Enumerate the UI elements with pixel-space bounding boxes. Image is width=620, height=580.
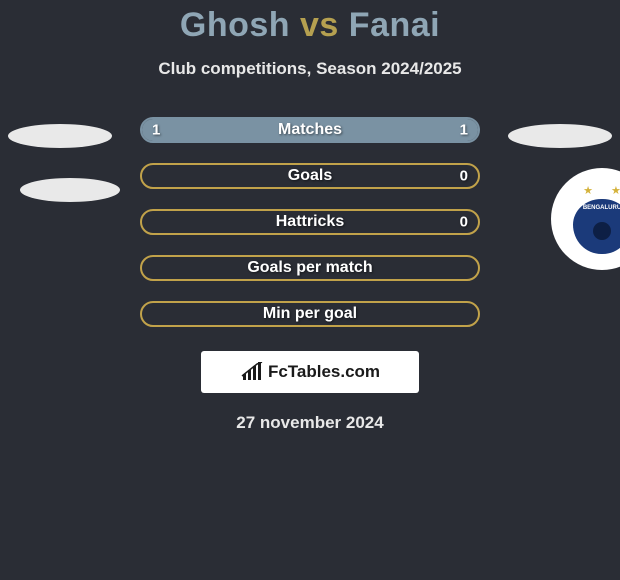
stat-right-value: 0: [460, 168, 468, 185]
stat-left-value: 1: [152, 122, 160, 139]
root: Ghosh vs Fanai Club competitions, Season…: [0, 0, 620, 433]
star-icon: ★: [611, 184, 620, 197]
player1-badge-top: [8, 124, 112, 148]
page-title: Ghosh vs Fanai: [0, 6, 620, 45]
player2-name: Fanai: [349, 6, 440, 44]
stat-bar-hattricks: Hattricks 0: [140, 209, 480, 235]
badge-stars: ★ ★: [583, 184, 620, 197]
subtitle: Club competitions, Season 2024/2025: [0, 59, 620, 79]
ball-icon: [593, 222, 611, 240]
stat-bars: 1 Matches 1 Goals 0 Hattricks 0 Goals per match…: [0, 117, 620, 327]
badge-inner: ★ ★ BENGALURU: [567, 184, 620, 254]
stat-bar-matches: 1 Matches 1: [140, 117, 480, 143]
stat-label: Goals per match: [247, 259, 372, 277]
stat-bar-goals: Goals 0: [140, 163, 480, 189]
player2-badge-back: [508, 124, 612, 148]
stat-right-value: 1: [460, 122, 468, 139]
player1-name: Ghosh: [180, 6, 290, 44]
stat-label: Matches: [278, 121, 342, 139]
star-icon: ★: [583, 184, 593, 197]
stat-label: Goals: [288, 167, 332, 185]
stat-label: Hattricks: [276, 213, 344, 231]
shield-icon: BENGALURU: [573, 199, 620, 254]
badge-team-name: BENGALURU: [583, 205, 620, 211]
fctables-logo[interactable]: FcTables.com: [201, 351, 419, 393]
stat-right-value: 0: [460, 214, 468, 231]
vs-label: vs: [300, 6, 339, 44]
date-label: 27 november 2024: [0, 413, 620, 433]
stat-bar-min-per-goal: Min per goal: [140, 301, 480, 327]
stat-bar-goals-per-match: Goals per match: [140, 255, 480, 281]
player1-badge-bottom: [20, 178, 120, 202]
stat-label: Min per goal: [263, 305, 357, 323]
logo-text: FcTables.com: [268, 362, 380, 382]
chart-icon: [240, 362, 264, 382]
